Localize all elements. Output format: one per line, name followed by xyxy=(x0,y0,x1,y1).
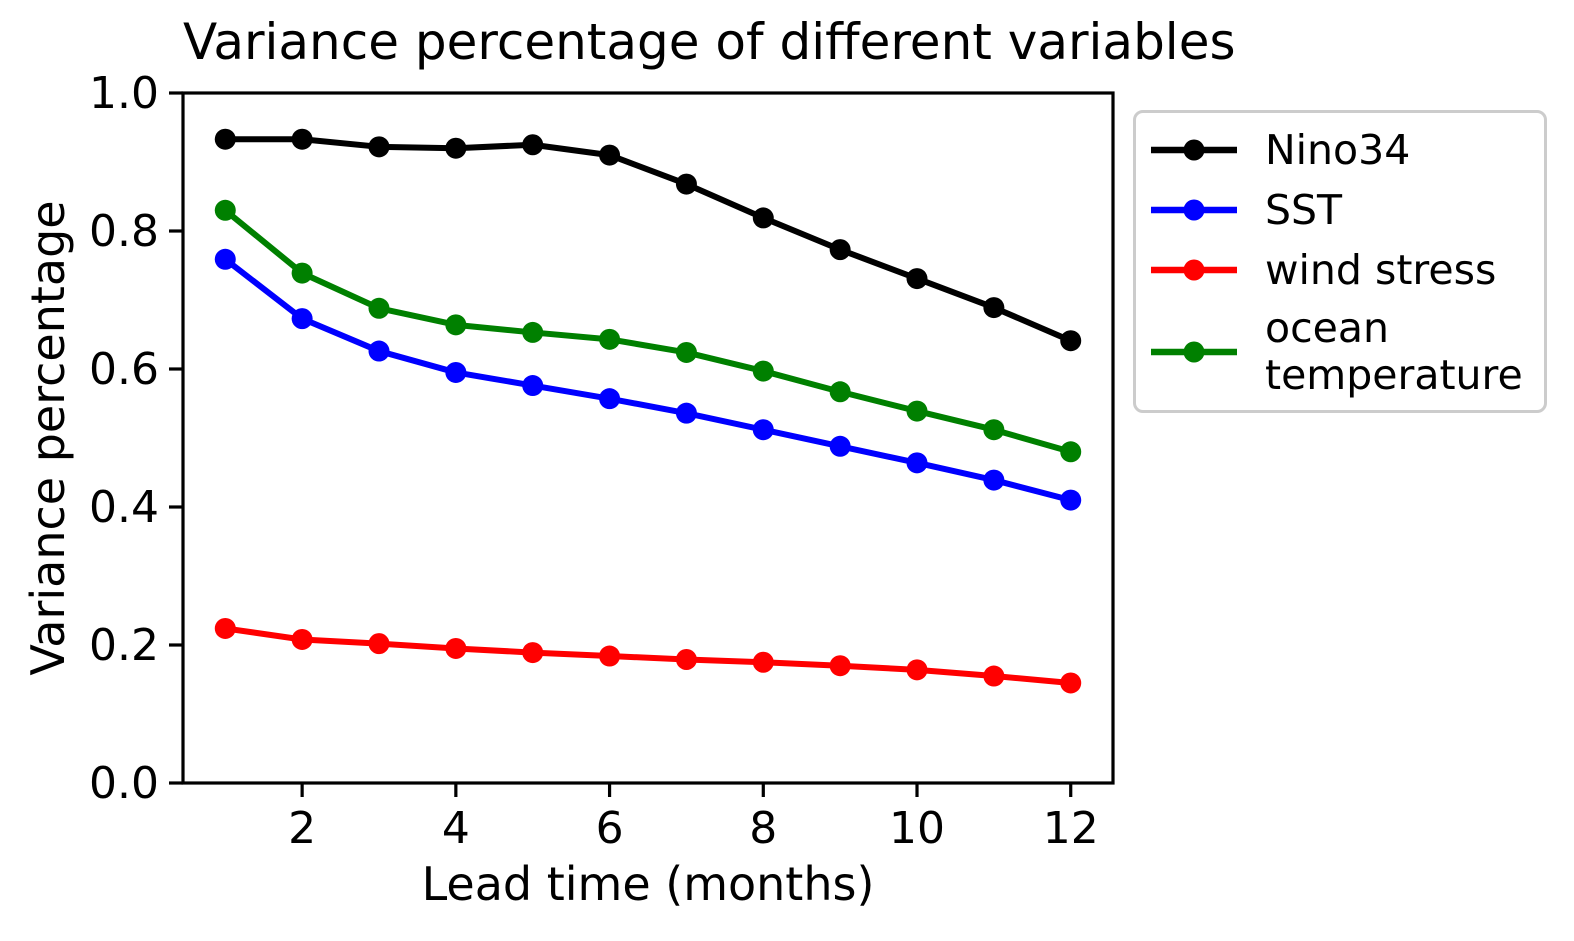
data-point-sst xyxy=(445,361,467,383)
chart-title: Variance percentage of different variabl… xyxy=(183,13,1236,71)
data-point-sst xyxy=(906,452,928,474)
data-point-nino34 xyxy=(368,136,390,158)
legend-marker-wind-stress-icon xyxy=(1151,259,1237,281)
legend-item-wind-stress: wind stress xyxy=(1149,245,1544,295)
data-point-nino34 xyxy=(829,239,851,261)
x-tick-label: 6 xyxy=(596,803,624,854)
x-axis-label: Lead time (months) xyxy=(421,857,875,911)
legend-label-ocean-temperature: ocean temperature xyxy=(1265,304,1523,399)
data-point-wind-stress xyxy=(906,659,928,681)
y-tick-label: 0.8 xyxy=(89,206,159,257)
series-line-wind-stress xyxy=(222,625,1074,686)
data-point-ocean-temperature xyxy=(829,381,851,403)
data-point-sst xyxy=(368,340,390,362)
legend: Nino34 SST wind stress ocean temperature xyxy=(1133,110,1547,413)
data-point-wind-stress xyxy=(599,645,621,667)
data-point-wind-stress xyxy=(445,637,467,659)
data-point-wind-stress xyxy=(522,642,544,664)
data-point-sst xyxy=(1060,489,1082,511)
data-point-sst xyxy=(983,469,1005,491)
data-point-ocean-temperature xyxy=(214,199,236,221)
data-point-ocean-temperature xyxy=(368,297,390,319)
data-point-nino34 xyxy=(752,207,774,229)
data-point-wind-stress xyxy=(368,633,390,655)
data-point-sst xyxy=(752,419,774,441)
data-point-nino34 xyxy=(599,144,621,166)
data-point-ocean-temperature xyxy=(1060,441,1082,463)
legend-marker-sst-icon xyxy=(1151,199,1237,221)
x-tick-label: 10 xyxy=(889,803,945,854)
data-point-wind-stress xyxy=(214,617,236,639)
data-point-ocean-temperature xyxy=(445,314,467,336)
data-point-wind-stress xyxy=(291,628,313,650)
data-point-ocean-temperature xyxy=(291,262,313,284)
legend-item-nino34: Nino34 xyxy=(1149,125,1544,175)
data-point-wind-stress xyxy=(1060,672,1082,694)
series-line-sst xyxy=(222,256,1074,504)
data-point-wind-stress xyxy=(829,655,851,677)
data-point-nino34 xyxy=(675,173,697,195)
data-point-nino34 xyxy=(983,297,1005,319)
data-point-nino34 xyxy=(906,268,928,290)
data-point-wind-stress xyxy=(675,648,697,670)
legend-item-ocean-temperature: ocean temperature xyxy=(1149,305,1544,399)
legend-item-sst: SST xyxy=(1149,185,1544,235)
data-point-nino34 xyxy=(445,137,467,159)
y-tick-label: 0.6 xyxy=(89,344,159,395)
axes-frame xyxy=(181,91,1115,785)
data-point-ocean-temperature xyxy=(522,321,544,343)
legend-marker-ocean-temperature-icon xyxy=(1151,341,1237,363)
data-point-sst xyxy=(599,388,621,410)
legend-label-sst: SST xyxy=(1265,185,1343,234)
x-tick-label: 2 xyxy=(288,803,316,854)
legend-marker-nino34-icon xyxy=(1151,139,1237,161)
data-point-sst xyxy=(522,375,544,397)
data-point-wind-stress xyxy=(983,665,1005,687)
x-tick-label: 8 xyxy=(749,803,777,854)
series-line-ocean-temperature xyxy=(222,207,1074,455)
x-tick-label: 4 xyxy=(442,803,470,854)
data-point-sst xyxy=(829,435,851,457)
data-point-nino34 xyxy=(291,128,313,150)
legend-label-nino34: Nino34 xyxy=(1265,125,1411,174)
data-point-nino34 xyxy=(522,134,544,156)
x-tick-label: 12 xyxy=(1043,803,1099,854)
series-line-nino34 xyxy=(222,136,1074,344)
data-point-ocean-temperature xyxy=(906,400,928,422)
y-tick-label: 0.2 xyxy=(89,620,159,671)
data-point-ocean-temperature xyxy=(675,341,697,363)
data-point-ocean-temperature xyxy=(983,419,1005,441)
y-tick-label: 0.0 xyxy=(89,758,159,809)
y-tick-label: 1.0 xyxy=(89,68,159,119)
legend-label-wind-stress: wind stress xyxy=(1265,245,1497,294)
data-point-sst xyxy=(214,248,236,270)
data-point-sst xyxy=(675,402,697,424)
data-point-sst xyxy=(291,308,313,330)
data-point-ocean-temperature xyxy=(752,360,774,382)
data-point-nino34 xyxy=(1060,330,1082,352)
data-point-wind-stress xyxy=(752,651,774,673)
data-point-nino34 xyxy=(214,128,236,150)
y-tick-label: 0.4 xyxy=(89,482,159,533)
data-point-ocean-temperature xyxy=(599,328,621,350)
